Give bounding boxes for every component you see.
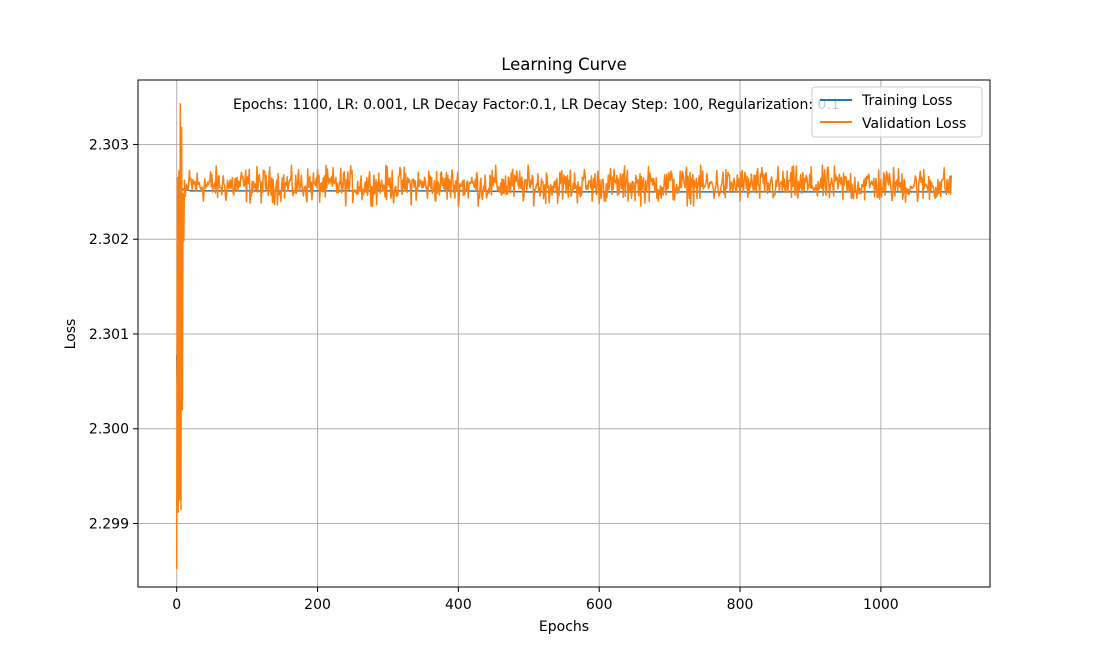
legend-box [811,86,983,138]
series-layer [175,102,953,569]
x-tick-label: 0 [172,597,181,613]
y-tick-label: 2.302 [89,232,129,248]
x-tick-label: 1000 [863,597,899,613]
legend-label-training: Training Loss [861,93,952,109]
x-tick-label: 200 [304,597,331,613]
x-tick-label: 800 [727,597,754,613]
y-tick-label: 2.299 [89,517,129,533]
legend: Training Loss Validation Loss [811,86,983,138]
legend-label-validation: Validation Loss [862,116,966,132]
tick-layer: 0 200 400 600 800 1000 2.299 2.300 2.301 2.302 2.3… [89,137,899,613]
x-axis-label: Epochs [539,619,589,635]
y-axis-label: Loss [63,319,79,350]
x-tick-label: 600 [586,597,613,613]
hyperparameter-annotation: Epochs: 1100, LR: 0.001, LR Decay Factor… [233,97,840,113]
y-tick-label: 2.301 [89,327,129,343]
y-tick-label: 2.300 [89,422,129,438]
validation-loss-line [175,102,953,569]
x-tick-label: 400 [445,597,472,613]
chart-title: Learning Curve [501,55,627,74]
grid-layer [138,80,990,587]
y-tick-label: 2.303 [89,137,129,153]
